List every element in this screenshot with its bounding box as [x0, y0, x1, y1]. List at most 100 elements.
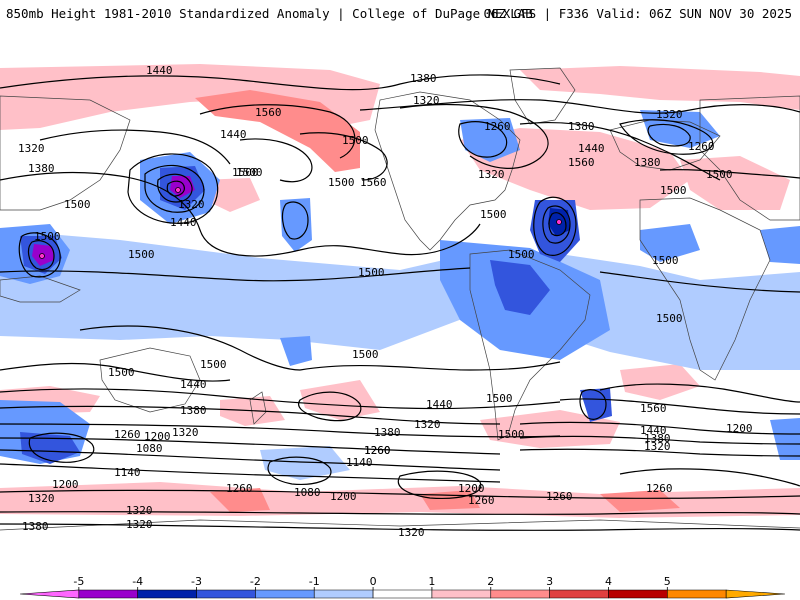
contour-1320-sh	[0, 423, 561, 438]
label-1320-satl: 1320	[414, 418, 441, 431]
contour-1200-sh	[0, 449, 501, 471]
label-1320-sh: 1320	[172, 426, 199, 439]
label-1560-satl: 1560	[640, 402, 667, 415]
label-1320-greenland: 1320	[413, 94, 440, 107]
contour-1440-north	[0, 74, 561, 91]
label-1380-satl: 1380	[374, 426, 401, 439]
neg-anomaly-eafrica	[760, 226, 800, 264]
contour-1260-ant	[0, 489, 800, 499]
colorbar-tick-label: -2	[250, 575, 261, 588]
label-1500-ak: 1500	[342, 134, 369, 147]
pressure-center-markers	[39, 187, 562, 259]
neg-anomaly-sio-core	[20, 432, 80, 464]
label-1380-sh: 1380	[180, 404, 207, 417]
colorbar-tick-label: 5	[664, 575, 671, 588]
label-1500-us: 1500	[480, 208, 507, 221]
contour-1380-sh	[0, 405, 501, 425]
label-1500-sib: 1500	[236, 166, 263, 179]
pos-anomaly-so-e	[620, 364, 700, 400]
label-1500-satl: 1500	[498, 428, 525, 441]
contour-1380-natl-low	[548, 212, 567, 237]
colorbar-tick-label: -5	[73, 575, 84, 588]
contour-1500-sib	[659, 169, 800, 179]
neg-anomaly-spac-s	[260, 446, 350, 480]
neg-anomaly-spac-low	[280, 336, 312, 366]
label-1140-sh: 1140	[114, 466, 141, 479]
neg-anomaly-sam-core	[490, 260, 550, 315]
map-title: 850mb Height 1981-2010 Standardized Anom…	[6, 6, 533, 21]
contour-1380-natl	[519, 121, 721, 181]
label-1320-bot: 1320	[398, 526, 425, 539]
contour-1200-ant2	[619, 468, 800, 487]
anomaly-shading	[0, 64, 800, 518]
label-1500-africa: 1500	[652, 254, 679, 267]
label-1500-ind: 1500	[34, 230, 61, 243]
label-1500-cpac: 1500	[358, 266, 385, 279]
colorbar-segment	[78, 589, 138, 599]
contour-1320-green	[399, 103, 549, 169]
colorbar-segment	[313, 589, 374, 599]
label-1500-pac: 1500	[232, 166, 259, 179]
pos-anomaly-ant-core	[210, 488, 270, 512]
contour-1500-aus	[79, 325, 301, 371]
label-1500-swpac: 1500	[352, 348, 379, 361]
contour-1260-eur	[647, 123, 691, 147]
colorbar-tick-label: 2	[487, 575, 494, 588]
contour-1080-sh	[28, 432, 95, 463]
label-1320-satl2: 1320	[644, 440, 671, 453]
label-1260-ant: 1260	[364, 444, 391, 457]
colorbar-segment	[667, 589, 727, 599]
contour-1440-sh	[0, 388, 561, 410]
label-1560-pac: 1560	[255, 106, 282, 119]
pos-anomaly-ant-core3	[600, 490, 680, 512]
colorbar-segment	[608, 589, 668, 599]
contour-1500-pac	[0, 171, 481, 257]
colorbar-segment	[725, 589, 786, 599]
label-1500-sio: 1500	[108, 366, 135, 379]
label-1440-pac: 1440	[220, 128, 247, 141]
coast-south-america	[469, 249, 591, 441]
label-1260-so: 1260	[226, 482, 253, 495]
label-1200-so: 1200	[330, 490, 357, 503]
label-1500-indo: 1500	[128, 248, 155, 261]
label-1320-so: 1320	[28, 492, 55, 505]
label-1440-top: 1440	[146, 64, 173, 77]
label-1260-so2: 1260	[364, 444, 391, 457]
label-1440-satl2: 1440	[640, 424, 667, 437]
contour-1260-hudson	[458, 121, 508, 158]
contour-labels: 1440 1380 1320 1260 1380 1560 1440 1500 …	[18, 64, 753, 539]
contour-1560-pac	[199, 104, 356, 159]
coast-australia	[99, 347, 201, 413]
contour-1500-swpac	[297, 391, 362, 422]
label-1320-eur: 1320	[656, 108, 683, 121]
contour-1140-sh	[0, 463, 501, 483]
colorbar-segment	[137, 589, 197, 599]
label-1500-eur: 1500	[706, 168, 733, 181]
contour-1380-wpac-low	[144, 164, 205, 213]
label-1500-sa: 1500	[508, 248, 535, 261]
label-1320-us: 1320	[478, 168, 505, 181]
colorbar-tick-label: 4	[605, 575, 612, 588]
coast-africa	[639, 197, 771, 381]
colorbar-tick-label: 3	[546, 575, 553, 588]
colorbar-tick-label: -4	[132, 575, 143, 588]
label-1260-hudson: 1260	[484, 120, 511, 133]
contour-1500-satl-low	[579, 389, 607, 420]
low-center-wpac	[175, 187, 181, 193]
contour-1440-natl-low	[542, 205, 571, 244]
contour-1500-trop-e	[599, 271, 800, 293]
neg-anomaly-hudson	[460, 118, 520, 162]
pos-anomaly-satl	[480, 410, 620, 448]
label-1080-so: 1080	[294, 486, 321, 499]
label-1200-ant2: 1200	[458, 482, 485, 495]
label-1440-sh: 1440	[180, 378, 207, 391]
label-1500-spac: 1500	[656, 312, 683, 325]
neg-anomaly-eafr-s	[770, 418, 800, 460]
label-1320-so2: 1320	[126, 504, 153, 517]
colorbar-tick-label: -3	[191, 575, 202, 588]
label-1260-eur: 1260	[688, 140, 715, 153]
coast-asia-w	[0, 95, 131, 211]
label-1380-satl2: 1380	[644, 432, 671, 445]
label-1500-aus: 1500	[200, 358, 227, 371]
colorbar-tick-label: -1	[309, 575, 320, 588]
